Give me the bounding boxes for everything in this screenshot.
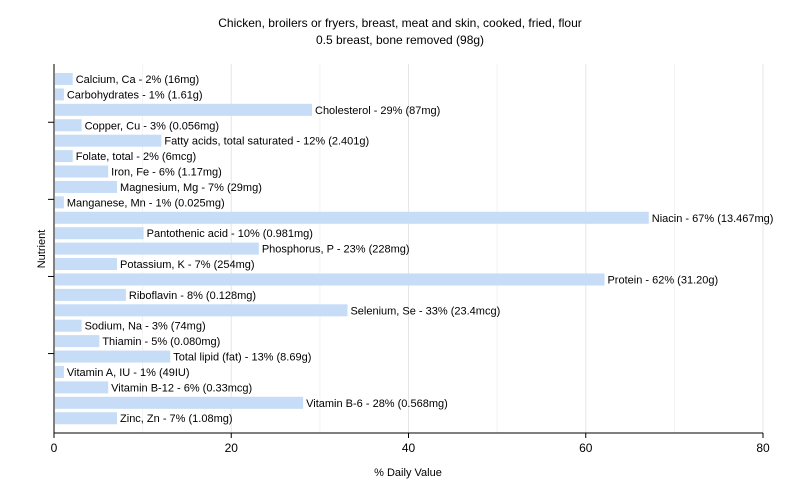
bar-label: Iron, Fe - 6% (1.17mg) <box>111 167 222 179</box>
y-axis-label: Nutrient <box>36 230 48 269</box>
bar <box>55 88 64 101</box>
bar <box>55 227 144 240</box>
bar <box>55 73 73 85</box>
bar-label: Zinc, Zn - 7% (1.08mg) <box>120 413 232 425</box>
bar-label: Cholesterol - 29% (87mg) <box>315 105 440 117</box>
x-axis-label: % Daily Value <box>374 467 442 479</box>
x-tick-label: 20 <box>225 441 239 455</box>
bar <box>55 319 82 332</box>
bar <box>55 150 73 163</box>
bar <box>55 288 126 301</box>
bar <box>55 396 304 409</box>
x-tick-label: 60 <box>579 441 593 455</box>
bar <box>55 304 348 317</box>
x-tick-label: 0 <box>51 441 58 455</box>
bar-label: Selenium, Se - 33% (23.4mcg) <box>350 305 500 317</box>
bar <box>55 211 649 224</box>
chart-title: Chicken, broilers or fryers, breast, mea… <box>218 16 582 30</box>
bar-label: Vitamin A, IU - 1% (49IU) <box>67 367 190 379</box>
bar <box>55 103 313 116</box>
bar-label: Protein - 62% (31.20g) <box>607 274 718 286</box>
bar <box>55 273 605 286</box>
bar-label: Sodium, Na - 3% (74mg) <box>85 321 206 333</box>
x-tick-label: 80 <box>756 441 770 455</box>
axes: 0 20 40 60 80 <box>48 64 770 455</box>
bar <box>55 134 162 147</box>
bar <box>55 412 118 425</box>
bar-label: Total lipid (fat) - 13% (8.69g) <box>173 352 311 364</box>
chart-subtitle: 0.5 breast, bone removed (98g) <box>316 33 484 47</box>
bar <box>55 242 259 255</box>
bar-label: Thiamin - 5% (0.080mg) <box>102 336 220 348</box>
bar <box>55 381 109 394</box>
bar-label: Manganese, Mn - 1% (0.025mg) <box>67 197 225 209</box>
bar-label: Pantothenic acid - 10% (0.981mg) <box>147 228 313 240</box>
bar-label: Riboflavin - 8% (0.128mg) <box>129 290 256 302</box>
bar-label: Calcium, Ca - 2% (16mg) <box>76 74 199 86</box>
bar <box>55 365 64 378</box>
bar-label: Vitamin B-6 - 28% (0.568mg) <box>306 398 448 410</box>
bar <box>55 119 82 132</box>
bar <box>55 258 118 271</box>
bar <box>55 350 171 363</box>
bar-label: Niacin - 67% (13.467mg) <box>652 213 774 225</box>
bar-label: Carbohydrates - 1% (1.61g) <box>67 89 203 101</box>
bars: Calcium, Ca - 2% (16mg) Carbohydrates - 1… <box>55 73 773 425</box>
bar <box>55 165 109 178</box>
bar-label: Magnesium, Mg - 7% (29mg) <box>120 182 262 194</box>
bar <box>55 196 64 209</box>
bar <box>55 335 100 348</box>
bar-label: Folate, total - 2% (6mcg) <box>76 151 196 163</box>
bar-label: Vitamin B-12 - 6% (0.33mcg) <box>111 382 252 394</box>
bar <box>55 180 118 193</box>
bar-label: Copper, Cu - 3% (0.056mg) <box>85 120 220 132</box>
bar-label: Potassium, K - 7% (254mg) <box>120 259 255 271</box>
x-tick-label: 40 <box>402 441 416 455</box>
bar-label: Phosphorus, P - 23% (228mg) <box>262 244 410 256</box>
bar-label: Fatty acids, total saturated - 12% (2.40… <box>164 136 369 148</box>
